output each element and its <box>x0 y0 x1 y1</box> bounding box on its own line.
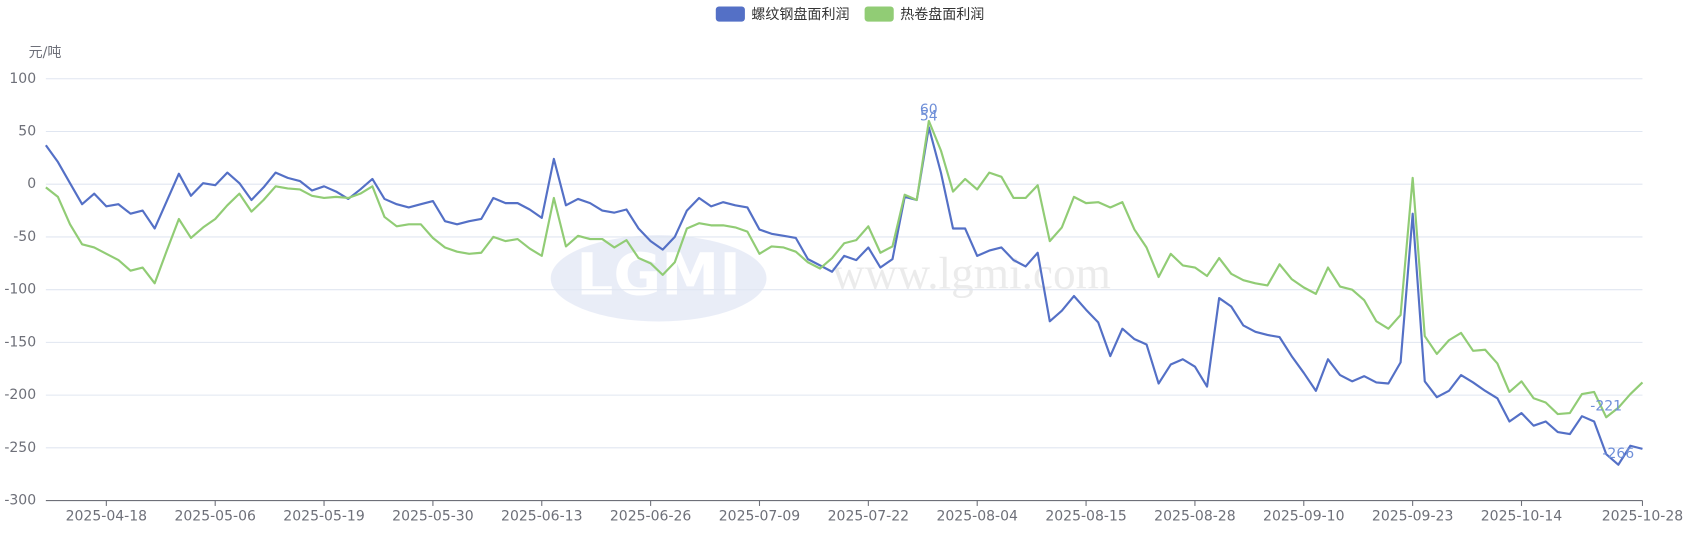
mark-point-label: 60 <box>920 102 938 118</box>
x-tick-label: 2025-05-06 <box>174 509 256 525</box>
mark-point-label: -266 <box>1602 446 1634 462</box>
x-tick-label: 2025-04-18 <box>66 509 147 525</box>
x-tick-label: 2025-05-30 <box>392 509 473 525</box>
x-tick-label: 2025-08-04 <box>936 509 1018 525</box>
x-tick-label: 2025-07-22 <box>828 509 909 525</box>
y-tick-label: -200 <box>4 387 36 403</box>
legend-swatch <box>715 6 745 22</box>
watermark-logo: LGMI <box>576 240 741 308</box>
watermark-logo-shape <box>550 235 767 322</box>
y-tick-label: 0 <box>27 176 36 192</box>
legend: 螺纹钢盘面利润 热卷盘面利润 <box>715 6 984 23</box>
y-tick-label: -100 <box>4 282 36 298</box>
x-tick-label: 2025-10-14 <box>1481 509 1563 525</box>
line-series <box>44 126 1643 466</box>
x-tick-label: 2025-06-26 <box>610 509 692 525</box>
watermark: LGMI www.lgmi.com <box>550 235 1111 322</box>
watermark-text: www.lgmi.com <box>832 249 1111 299</box>
x-tick-label: 2025-09-23 <box>1372 509 1453 525</box>
line-series <box>45 119 1644 419</box>
x-tick-label: 2025-08-15 <box>1045 509 1126 525</box>
x-tick-label: 2025-05-19 <box>283 509 364 525</box>
y-tick-label: -150 <box>4 334 36 350</box>
y-unit: 元/吨 <box>29 45 62 61</box>
x-tick-label: 2025-09-10 <box>1263 509 1344 525</box>
legend-label: 螺纹钢盘面利润 <box>751 6 849 23</box>
y-tick-label: -250 <box>4 440 36 456</box>
legend-label: 热卷盘面利润 <box>900 6 984 23</box>
x-tick-label: 2025-10-28 <box>1602 509 1683 525</box>
y-tick-label: -50 <box>13 229 36 245</box>
y-tick-label: 100 <box>9 71 36 87</box>
mark-point-label: -221 <box>1590 398 1622 414</box>
legend-swatch <box>864 6 894 22</box>
y-tick-label: 50 <box>18 123 36 139</box>
x-tick-label: 2025-07-09 <box>719 509 800 525</box>
x-tick-label: 2025-08-28 <box>1154 509 1235 525</box>
mark-point-label: 54 <box>920 108 938 124</box>
x-tick-label: 2025-06-13 <box>501 509 582 525</box>
y-tick-label: -300 <box>4 493 36 509</box>
